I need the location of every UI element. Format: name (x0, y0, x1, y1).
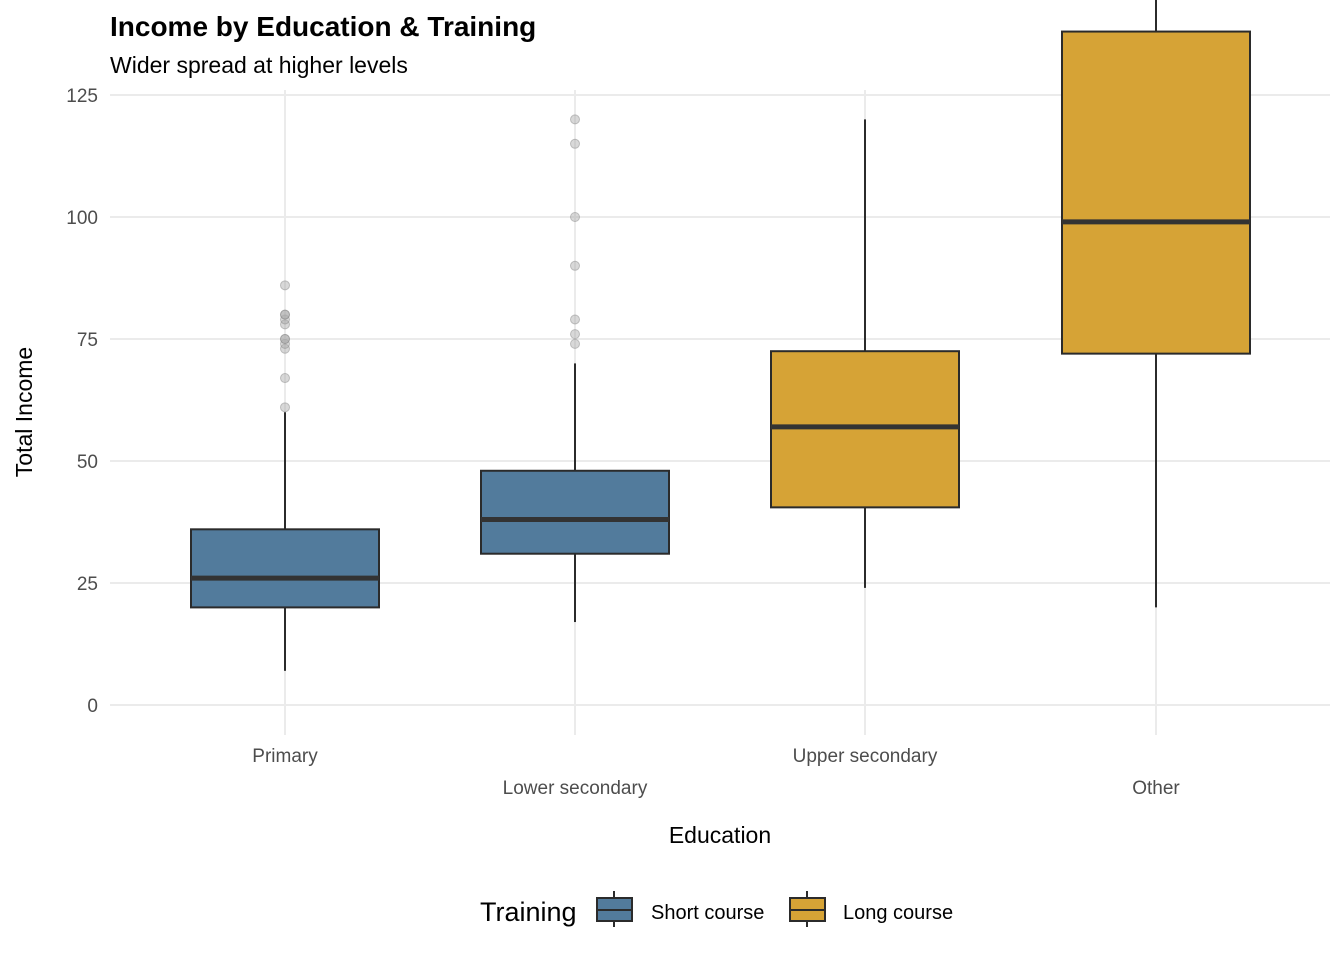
outlier-point (280, 309, 290, 320)
iqr-box (190, 528, 380, 609)
y-axis-ticks: 0 25 50 75 100 125 (66, 86, 98, 717)
outlier-point (280, 373, 290, 384)
outlier-point (570, 138, 580, 149)
box-primary (190, 280, 380, 671)
legend-label-short-course: Short course (651, 902, 764, 924)
outlier-point (280, 280, 290, 291)
outlier-point (570, 314, 580, 325)
x-tick-label: Primary (252, 746, 318, 767)
y-tick-label: 100 (66, 208, 98, 229)
outlier-point (570, 260, 580, 271)
iqr-box (1061, 30, 1251, 355)
y-tick-label: 0 (87, 696, 98, 717)
y-tick-label: 50 (77, 452, 98, 473)
outlier-point (570, 329, 580, 340)
x-axis-title: Education (669, 822, 771, 848)
legend-key-long-course (789, 891, 826, 927)
chart-subtitle: Wider spread at higher levels (110, 52, 408, 78)
outlier-point (570, 114, 580, 125)
outlier-point (570, 212, 580, 222)
y-tick-label: 75 (77, 330, 98, 351)
outlier-point (570, 338, 580, 349)
y-tick-label: 25 (77, 574, 98, 595)
box-upper-secondary (770, 119, 960, 588)
iqr-box (480, 469, 670, 555)
legend-key-short-course (596, 891, 633, 927)
box-plots (190, 0, 1251, 671)
chart-title: Income by Education & Training (110, 11, 536, 42)
x-tick-label: Lower secondary (503, 778, 648, 799)
box-lower-secondary (480, 114, 670, 623)
box-other (1061, 0, 1251, 608)
x-tick-label: Other (1132, 778, 1180, 799)
legend: Training Short course Long course (480, 891, 953, 927)
outlier-point (280, 334, 290, 344)
x-tick-label: Upper secondary (793, 746, 938, 767)
outlier-point (280, 402, 290, 413)
y-tick-label: 125 (66, 86, 98, 107)
x-axis-ticks: Primary Lower secondary Upper secondary Oth… (252, 746, 1180, 799)
legend-title: Training (480, 897, 577, 927)
y-axis-title: Total Income (11, 347, 37, 477)
legend-label-long-course: Long course (843, 902, 953, 924)
